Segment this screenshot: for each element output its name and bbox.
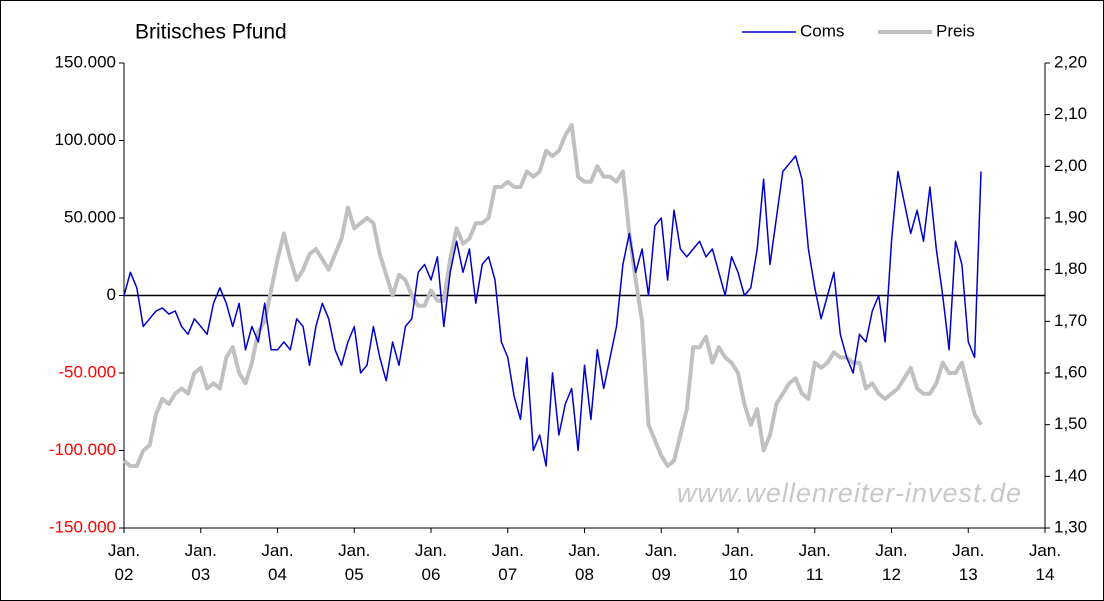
legend-label: Preis (936, 21, 975, 40)
x-tick-label: Jan. 06 (415, 541, 447, 584)
x-tick-label: Jan. 07 (492, 541, 524, 584)
x-tick-label: Jan. 13 (952, 541, 984, 584)
watermark: www.wellenreiter-invest.de (677, 478, 1022, 508)
y-tick-label: -50.000 (58, 362, 116, 381)
series-line (122, 123, 983, 468)
y2-tick-label: 2,00 (1054, 156, 1087, 175)
y2-tick-label: 1,40 (1054, 466, 1087, 485)
y2-tick-label: 2,10 (1054, 104, 1087, 123)
x-tick-label: Jan. 11 (799, 541, 831, 584)
x-tick-label: Jan. 04 (261, 541, 293, 584)
y2-tick-label: 2,20 (1054, 52, 1087, 71)
chart-title: Britisches Pfund (135, 21, 287, 44)
x-tick-label: Jan. 08 (568, 541, 600, 584)
y2-tick-label: 1,80 (1054, 259, 1087, 278)
series-line (123, 155, 982, 467)
y2-tick-label: 1,50 (1054, 414, 1087, 433)
x-tick-label: Jan. 05 (338, 541, 370, 584)
y2-tick-label: 1,70 (1054, 311, 1087, 330)
y-tick-label: 100.000 (55, 130, 116, 149)
y2-tick-label: 1,90 (1054, 207, 1087, 226)
x-tick-label: Jan. 14 (1029, 541, 1061, 584)
y-tick-label: 0 (107, 285, 116, 304)
x-tick-label: Jan. 09 (645, 541, 677, 584)
y-tick-label: 150.000 (55, 52, 116, 71)
y-tick-label: -150.000 (49, 517, 116, 536)
x-tick-label: Jan. 02 (108, 541, 140, 584)
x-tick-label: Jan. 03 (185, 541, 217, 584)
y2-tick-label: 1,60 (1054, 362, 1087, 381)
y-tick-label: -100.000 (49, 440, 116, 459)
legend-label: Coms (800, 21, 844, 40)
x-tick-label: Jan. 10 (722, 541, 754, 584)
y2-tick-label: 1,30 (1054, 517, 1087, 536)
y-tick-label: 50.000 (64, 207, 116, 226)
x-tick-label: Jan. 12 (875, 541, 907, 584)
